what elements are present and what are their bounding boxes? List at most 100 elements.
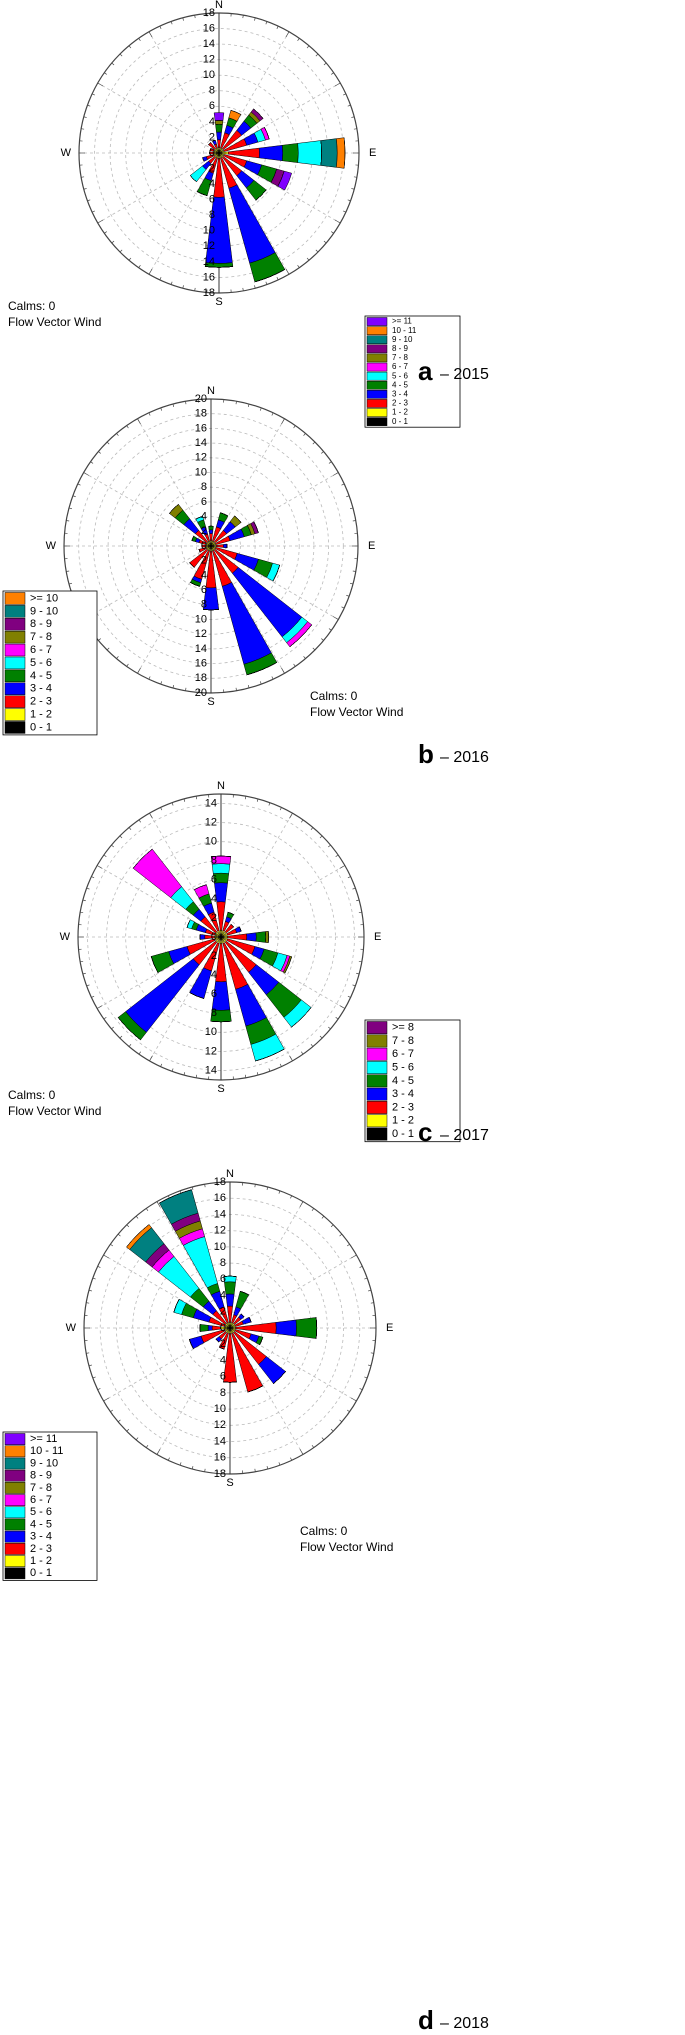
rim-tick: [156, 1201, 161, 1207]
rim-tick: [347, 199, 351, 202]
wedge-segment: [211, 855, 231, 857]
legend-swatch: [366, 1127, 388, 1141]
annotation: Calms: 0: [300, 1524, 348, 1538]
radial-tick-label: 16: [214, 1452, 226, 1464]
legend-swatch: [366, 362, 388, 372]
rim-tick: [194, 287, 196, 291]
rim-tick: [195, 796, 198, 800]
legend-swatch: [366, 317, 388, 326]
rim-tick: [285, 31, 290, 38]
legend-swatch: [4, 1530, 26, 1543]
rim-tick: [172, 403, 175, 407]
rim-tick: [66, 520, 70, 522]
radial-tick-label: 8: [211, 1007, 217, 1019]
radial-tick-label: 8: [220, 1387, 226, 1399]
wedge-segment: [227, 933, 247, 941]
wedge-segment: [205, 266, 233, 268]
direction-label: E: [374, 931, 381, 943]
rim-tick: [171, 1068, 174, 1072]
spoke: [229, 1254, 357, 1329]
rim-tick: [86, 984, 90, 987]
rim-tick: [156, 1449, 161, 1455]
wedge-segment: [336, 137, 346, 169]
legend-label: 10 - 11: [392, 326, 417, 335]
rim-tick: [328, 844, 331, 848]
radial-tick-label: 14: [205, 1064, 217, 1076]
rim-tick: [159, 277, 162, 281]
rim-tick: [278, 1462, 281, 1466]
rim-tick: [265, 281, 268, 285]
radial-tick-label: 18: [214, 1468, 226, 1480]
rim-tick: [341, 483, 345, 486]
rim-tick: [285, 268, 290, 275]
wedge-segment: [189, 1339, 194, 1349]
direction-label: S: [217, 1083, 224, 1095]
rim-tick: [119, 835, 123, 839]
radial-tick-label: 10: [203, 225, 215, 237]
radial-tick-label: 18: [214, 1176, 226, 1188]
radial-tick-label: 10: [205, 836, 217, 848]
radial-tick-label: 2: [209, 162, 215, 174]
wedge-segment: [272, 565, 280, 582]
rim-tick: [138, 38, 141, 41]
rim-tick: [68, 507, 72, 510]
rim-tick: [303, 656, 306, 659]
rim-tick: [310, 827, 314, 830]
rim-tick: [247, 403, 250, 407]
rim-tick: [247, 685, 250, 689]
rim-tick: [82, 899, 86, 902]
rim-tick: [279, 1063, 282, 1067]
rim-tick: [321, 451, 324, 454]
rim-tick: [347, 876, 351, 879]
legend-label: 5 - 6: [30, 1506, 52, 1518]
legend-label: 10 - 11: [30, 1445, 63, 1457]
rim-tick: [268, 1068, 271, 1072]
rim-tick: [271, 412, 274, 416]
rim-tick: [111, 240, 115, 244]
rim-tick: [126, 1428, 130, 1432]
rim-tick: [119, 53, 123, 57]
radial-tick-label: 8: [220, 1257, 226, 1269]
rim-tick: [244, 1074, 247, 1078]
radial-tick-label: 16: [195, 422, 207, 434]
rim-tick: [81, 176, 85, 178]
rim-tick: [268, 802, 271, 806]
rim-tick: [271, 676, 274, 680]
rim-tick: [83, 188, 87, 190]
rim-tick: [352, 887, 356, 890]
rim-tick: [311, 1208, 315, 1212]
rim-tick: [103, 1397, 109, 1402]
legend-label: 8 - 9: [392, 344, 409, 353]
rim-tick: [364, 1376, 368, 1379]
grid-ring: [99, 1197, 361, 1459]
rim-tick: [83, 116, 87, 118]
annotation: Flow Vector Wind: [310, 705, 403, 719]
rim-tick: [328, 628, 332, 631]
legend-swatch: [366, 399, 388, 408]
radial-tick-label: 6: [211, 988, 217, 1000]
rim-tick: [254, 17, 256, 21]
rim-tick: [358, 960, 362, 963]
rim-tick: [194, 15, 196, 19]
rim-tick: [303, 433, 306, 436]
rim-tick: [256, 798, 259, 802]
rim-tick: [343, 93, 347, 96]
legend-label: >= 8: [392, 1022, 414, 1034]
rim-tick: [331, 72, 334, 75]
rim-tick: [254, 1184, 256, 1188]
legend-label: 4 - 5: [30, 670, 52, 682]
legend-swatch: [4, 669, 26, 683]
radial-tick-label: 14: [205, 797, 217, 809]
legend-swatch: [4, 643, 26, 657]
rim-tick: [137, 667, 141, 674]
grid-ring: [163, 879, 279, 995]
rim-tick: [66, 570, 70, 572]
legend-label: >= 11: [392, 317, 412, 326]
legend-swatch: [4, 1482, 26, 1494]
rim-tick: [350, 582, 354, 585]
legend-label: 9 - 10: [392, 335, 413, 344]
annotation: Flow Vector Wind: [8, 315, 101, 329]
radial-tick-label: 16: [203, 271, 215, 283]
radial-tick-label: 18: [195, 408, 207, 420]
